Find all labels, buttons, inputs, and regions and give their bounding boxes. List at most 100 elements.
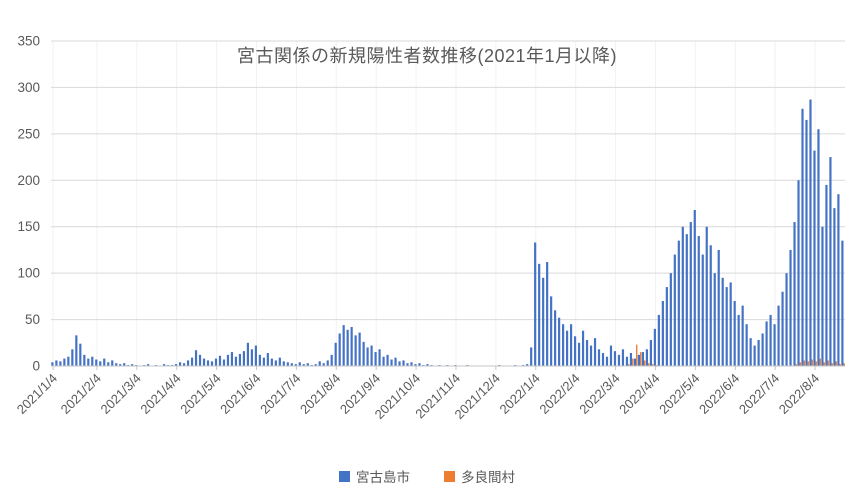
bar-miyakojima [701,254,704,366]
bar-miyakojima [190,357,194,366]
chart-title: 宮古関係の新規陽性者数推移(2021年1月以降) [236,46,618,66]
bar-miyakojima [841,240,844,366]
x-axis-label: 2022/5/4 [656,371,702,417]
bar-miyakojima [697,236,700,366]
y-axis-label: 200 [17,173,40,188]
bar-miyakojima [673,254,676,366]
bar-miyakojima [270,358,273,366]
bar-miyakojima [597,349,601,366]
bar-miyakojima [286,362,289,366]
bar-tarama [819,358,821,366]
bar-miyakojima [338,333,341,366]
legend-item-tarama: 多良間村 [444,466,515,486]
bar-miyakojima [59,361,62,366]
bar-miyakojima [649,340,652,366]
bar-miyakojima [91,356,94,366]
bar-tarama [636,344,638,366]
tarama-bars [628,344,845,366]
bar-miyakojima [87,358,90,366]
bar-miyakojima [689,222,692,366]
bar-miyakojima [569,324,573,366]
bar-miyakojima [625,356,629,366]
bar-miyakojima [641,352,644,366]
bar-miyakojima [825,184,828,366]
bar-miyakojima [749,338,752,366]
bar-miyakojima [214,358,218,366]
bar-tarama [827,360,829,366]
y-axis-label: 150 [17,219,40,234]
x-axis-label: 2022/4/4 [616,371,662,417]
bar-miyakojima [306,363,309,366]
bar-miyakojima [665,287,668,366]
bar-miyakojima [274,360,277,366]
bar-miyakojima [382,356,385,366]
bar-miyakojima [278,357,281,366]
bar-miyakojima [354,335,357,366]
bar-miyakojima [733,301,736,366]
bar-miyakojima [398,361,401,366]
bar-miyakojima [585,340,589,366]
bar-miyakojima [290,363,293,366]
bar-miyakojima [226,354,230,366]
bar-miyakojima [605,356,609,366]
y-axis-label: 350 [17,34,40,49]
bar-miyakojima [426,364,429,366]
bar-miyakojima [362,341,365,366]
bar-miyakojima [131,364,134,366]
bar-miyakojima [821,226,824,366]
bar-miyakojima [250,349,253,366]
bar-miyakojima [813,150,816,366]
bar-miyakojima [645,349,648,366]
bar-miyakojima [71,349,74,366]
bar-miyakojima [757,340,760,366]
bar-miyakojima [346,329,349,366]
x-axis-label: 2021/4/4 [137,371,183,417]
bar-miyakojima [254,345,257,366]
bar-tarama [651,364,654,366]
x-axis-label: 2021/7/4 [257,371,303,417]
bar-miyakojima [633,358,637,366]
bar-miyakojima [330,354,333,366]
bar-miyakojima [302,364,305,366]
bar-miyakojima [546,262,549,366]
bar-miyakojima [314,364,317,366]
bar-miyakojima [550,296,553,366]
bar-miyakojima [218,355,222,366]
bar-miyakojima [107,362,110,366]
bar-miyakojima [322,363,325,366]
bar-miyakojima [753,345,756,366]
bar-miyakojima [589,345,593,366]
bar-miyakojima [797,180,800,366]
x-axis-label: 2022/7/4 [736,371,782,417]
bar-miyakojima [51,362,54,366]
bar-miyakojima [609,345,613,366]
bar-miyakojima [99,361,102,366]
bar-tarama [835,361,837,366]
bar-miyakojima [163,364,166,366]
bar-tarama [831,363,833,366]
bar-miyakojima [538,263,541,366]
bar-miyakojima [581,330,585,366]
bar-miyakojima [210,361,214,366]
bar-miyakojima [745,324,748,366]
legend-label-miyakojima: 宮古島市 [356,470,410,485]
bar-miyakojima [793,222,796,366]
bar-tarama [823,362,825,366]
bar-tarama [799,362,801,366]
legend-swatch-tarama-icon [444,470,455,482]
bar-tarama [628,364,630,366]
legend-item-miyakojima: 宮古島市 [339,466,410,486]
y-axis-label: 250 [17,126,40,141]
bar-miyakojima [837,194,840,366]
bar-miyakojima [79,343,82,366]
bar-miyakojima [777,305,780,366]
bar-miyakojima [374,352,377,366]
bar-tarama [795,364,797,366]
bar-miyakojima [801,108,804,366]
bar-miyakojima [198,354,202,366]
bar-miyakojima [773,324,776,366]
bar-miyakojima [182,363,186,366]
bar-miyakojima [262,357,265,366]
bar-miyakojima [705,226,708,366]
bar-miyakojima [222,359,226,366]
